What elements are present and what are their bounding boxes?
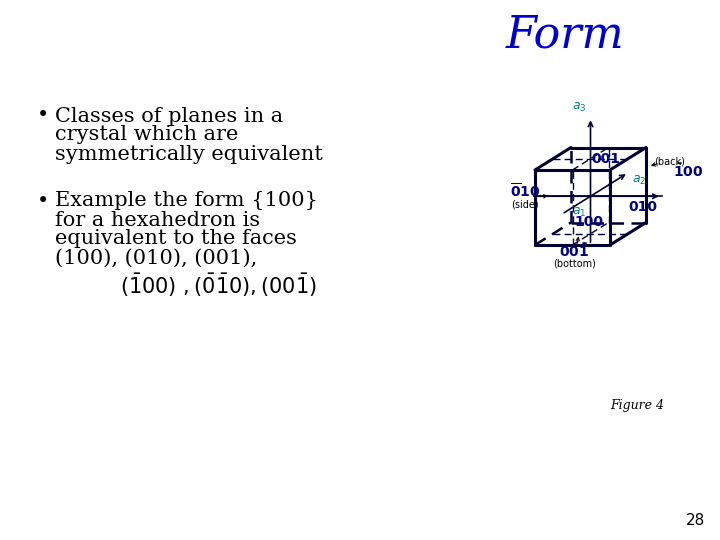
Text: 100: 100 [575,215,603,230]
Text: •: • [37,192,49,211]
Text: (back): (back) [654,156,685,166]
Text: $a_2$: $a_2$ [632,173,647,187]
Text: Form: Form [505,14,624,57]
Text: 010: 010 [629,200,657,214]
Text: (100), (010), (001),: (100), (010), (001), [55,248,257,267]
Text: $\mathbf{\bar{1}00}$: $\mathbf{\bar{1}00}$ [672,163,703,180]
Text: for a hexahedron is: for a hexahedron is [55,211,260,229]
Text: Figure 4: Figure 4 [610,399,664,411]
Text: equivalent to the faces: equivalent to the faces [55,230,297,248]
Text: $a_1$: $a_1$ [572,205,587,219]
Text: $\mathbf{\overline{0}10}$: $\mathbf{\overline{0}10}$ [510,182,540,200]
Text: $\mathbf{00\bar{1}}$: $\mathbf{00\bar{1}}$ [559,243,589,260]
Text: 001: 001 [592,152,621,166]
Text: symmetrically equivalent: symmetrically equivalent [55,145,323,164]
Text: (bottom): (bottom) [553,259,595,268]
Text: $(\bar{1}00)\ ,(\bar{0}\bar{1}0),(00\bar{1})$: $(\bar{1}00)\ ,(\bar{0}\bar{1}0),(00\bar… [120,272,317,299]
Text: Example the form {100}: Example the form {100} [55,192,318,211]
Text: crystal which are: crystal which are [55,125,238,145]
Text: 28: 28 [685,513,705,528]
Text: (side): (side) [511,199,539,209]
Text: Classes of planes in a: Classes of planes in a [55,106,283,125]
Text: $a_3$: $a_3$ [572,102,587,114]
Text: •: • [37,106,49,125]
